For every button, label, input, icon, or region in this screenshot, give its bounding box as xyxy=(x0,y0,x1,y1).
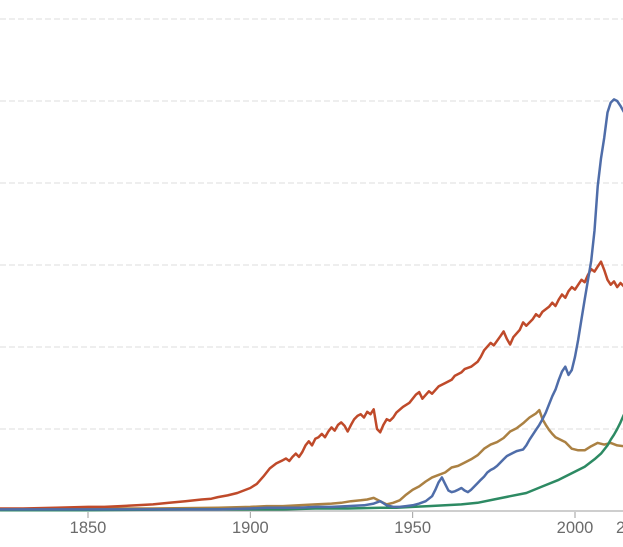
x-axis-tick-label: 1900 xyxy=(232,519,269,537)
series-line-red xyxy=(0,260,623,510)
series-line-tan xyxy=(0,408,623,511)
series-line-green xyxy=(0,414,623,512)
series-line-blue xyxy=(0,98,623,511)
x-axis-tick-label-partial: 2 xyxy=(616,519,623,537)
x-axis-tick-label: 2000 xyxy=(557,519,594,537)
x-axis-tick-label: 1850 xyxy=(70,519,107,537)
x-axis-tick-label: 1950 xyxy=(394,519,431,537)
